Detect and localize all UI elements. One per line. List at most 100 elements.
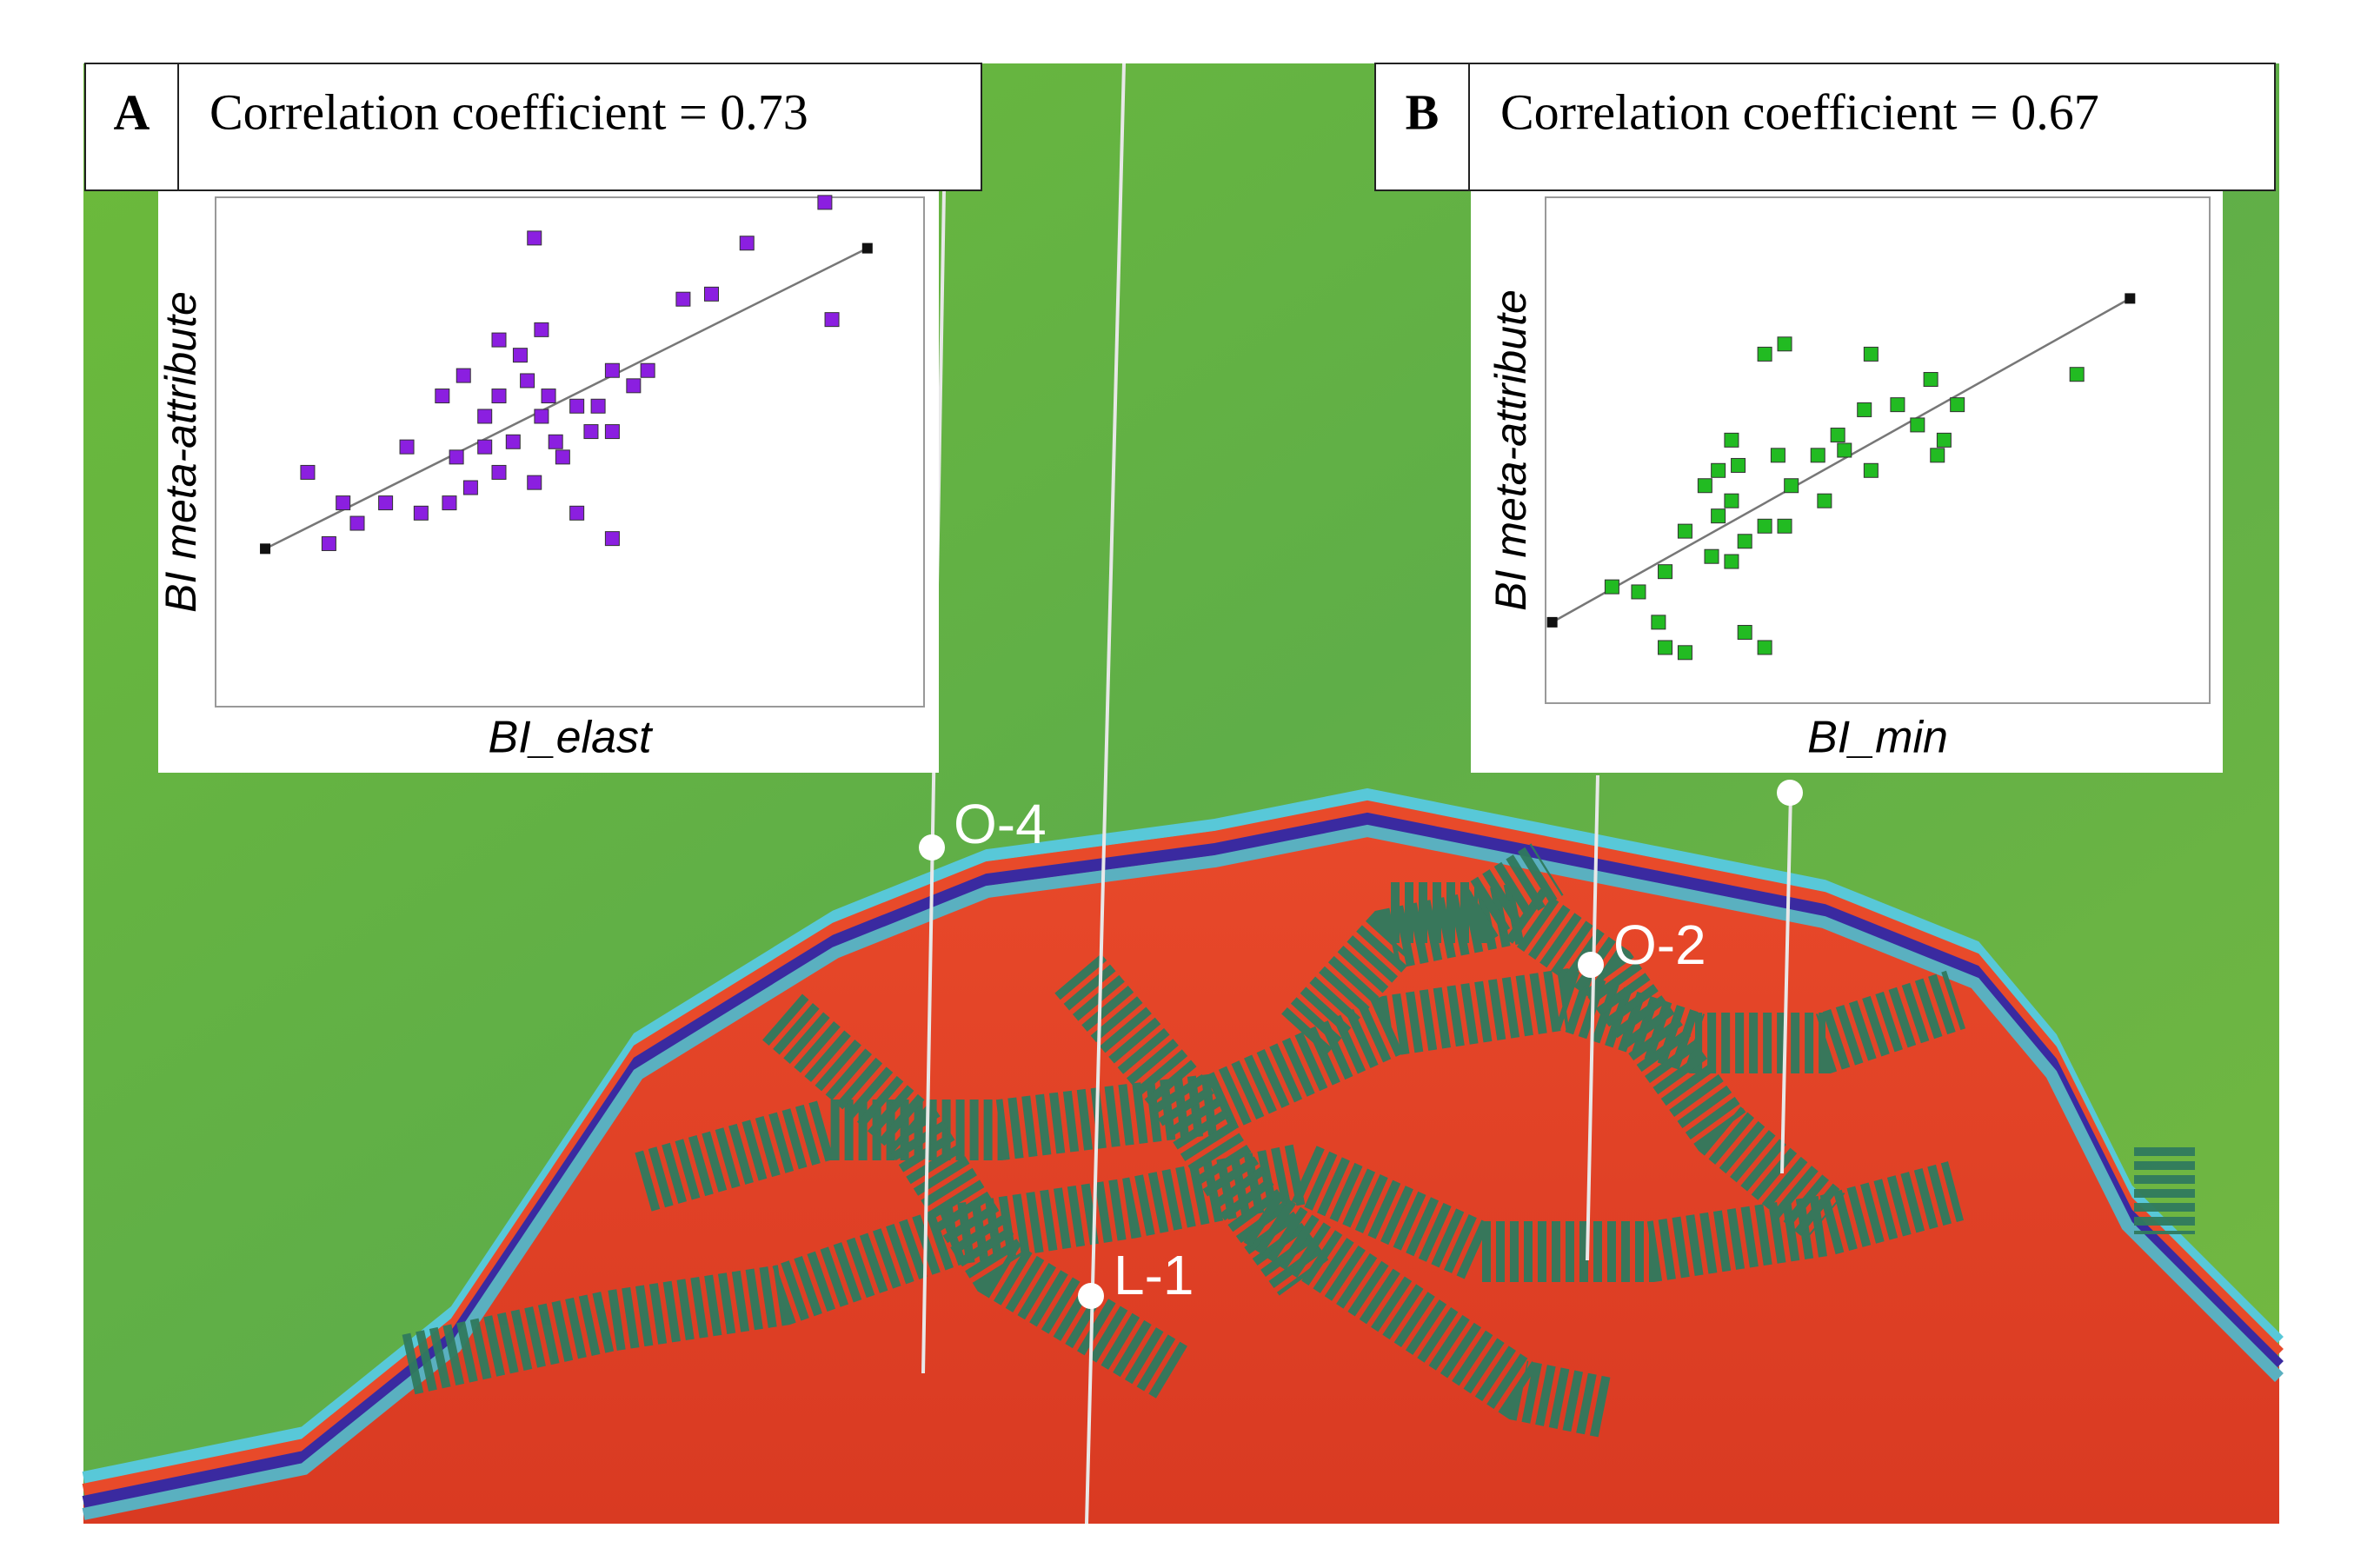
trend-line <box>264 247 868 550</box>
scatter-point <box>604 424 620 440</box>
trend-endpoint <box>2125 293 2136 304</box>
panel-label: B <box>1406 83 1440 140</box>
scatter-point <box>300 464 316 480</box>
scatter-point <box>555 449 570 465</box>
scatter-point <box>1724 493 1739 508</box>
x-axis-label: BI_elast <box>489 713 654 763</box>
scatter-point <box>413 505 429 521</box>
scatter-point <box>442 495 457 511</box>
scatter-point <box>2069 367 2085 382</box>
axes-frame <box>215 196 925 708</box>
scatter-point <box>1757 346 1772 362</box>
scatter-point <box>739 236 755 251</box>
x-axis-label: BI_min <box>1807 713 1948 763</box>
plot-background <box>158 190 939 773</box>
scatter-point <box>321 535 336 551</box>
scatter-point <box>1863 462 1879 478</box>
scatter-point <box>569 505 585 521</box>
scatter-point <box>1651 615 1666 630</box>
scatter-point <box>491 464 507 480</box>
scatter-point <box>1857 402 1872 417</box>
panel-title: Correlation coefficient = 0.67 <box>1500 83 2099 140</box>
scatter-point <box>477 439 493 455</box>
scatter-point <box>527 230 542 246</box>
panel-label: A <box>114 83 150 140</box>
scatter-point <box>824 312 840 328</box>
scatter-point <box>1704 548 1719 564</box>
scatter-point <box>1677 523 1692 539</box>
trend-endpoint <box>861 243 873 254</box>
scatter-point <box>1777 336 1792 352</box>
header-box <box>84 63 982 191</box>
panel-title: Correlation coefficient = 0.73 <box>209 83 808 140</box>
y-axis-label: BI meta-attribute <box>156 291 205 613</box>
scatter-point <box>675 291 691 307</box>
scatter-point <box>1777 518 1792 534</box>
scatter-point <box>604 531 620 547</box>
scatter-point <box>1711 462 1726 478</box>
well-label: O-2 <box>1613 914 1706 976</box>
scatter-point <box>1658 640 1673 655</box>
scatter-point <box>1890 397 1905 413</box>
scatter-point <box>1631 584 1646 600</box>
well-markers <box>919 780 1803 1309</box>
scatter-point <box>477 409 493 424</box>
scatter-point <box>640 362 655 378</box>
scatter-point <box>336 495 351 511</box>
scatter-point <box>704 286 719 302</box>
scatter-point <box>491 389 507 404</box>
scatter-point <box>399 439 415 455</box>
scatter-point <box>1910 417 1925 433</box>
axes-frame <box>1545 196 2211 704</box>
scatter-point <box>626 378 642 394</box>
scatter-point <box>512 348 528 363</box>
scatter-point <box>1950 397 1965 413</box>
scatter-point <box>1810 448 1825 463</box>
scatter-point <box>541 389 556 404</box>
scatter-point <box>462 480 478 495</box>
scatter-point <box>1737 625 1752 641</box>
scatter-point <box>378 495 394 511</box>
scatter-point <box>1737 534 1752 549</box>
scatter-point <box>817 195 833 210</box>
header-box <box>1374 63 2276 191</box>
y-axis-label: BI meta-attribute <box>1486 289 1535 611</box>
trend-endpoint <box>260 543 271 555</box>
scatter-point <box>520 373 535 389</box>
well-label: L-1 <box>1114 1244 1194 1306</box>
scatter-point <box>1863 346 1879 362</box>
scatter-point <box>456 368 471 383</box>
scatter-point <box>604 362 620 378</box>
scatter-point <box>569 398 585 414</box>
scatter-point <box>449 449 464 465</box>
scatter-point <box>548 434 563 449</box>
scatter-point <box>1770 448 1785 463</box>
scatter-point <box>1930 448 1945 463</box>
plot-background <box>1471 190 2223 773</box>
scatter-point <box>527 475 542 490</box>
scatter-point <box>491 332 507 348</box>
trend-line <box>1552 297 2131 623</box>
trend-endpoint <box>1546 616 1558 628</box>
scatter-point <box>1697 478 1712 494</box>
scatter-point <box>534 409 549 424</box>
scatter-point <box>1724 554 1739 569</box>
scatter-point <box>583 424 599 440</box>
scatter-point <box>349 515 365 531</box>
scatter-point <box>1757 518 1772 534</box>
scatter-point <box>1757 640 1772 655</box>
well-label: O-4 <box>954 793 1047 855</box>
scatter-point <box>1711 508 1726 524</box>
scatter-point <box>1784 478 1799 494</box>
scatter-point <box>1604 579 1619 595</box>
scatter-point <box>1936 432 1952 448</box>
scatter-point <box>1677 645 1692 661</box>
scatter-point <box>590 398 606 414</box>
scatter-point <box>1830 428 1845 443</box>
scatter-point <box>534 322 549 337</box>
scatter-point <box>1923 372 1938 388</box>
scatter-point <box>1837 442 1852 458</box>
scatter-point <box>1731 457 1746 473</box>
scatter-point <box>435 389 450 404</box>
